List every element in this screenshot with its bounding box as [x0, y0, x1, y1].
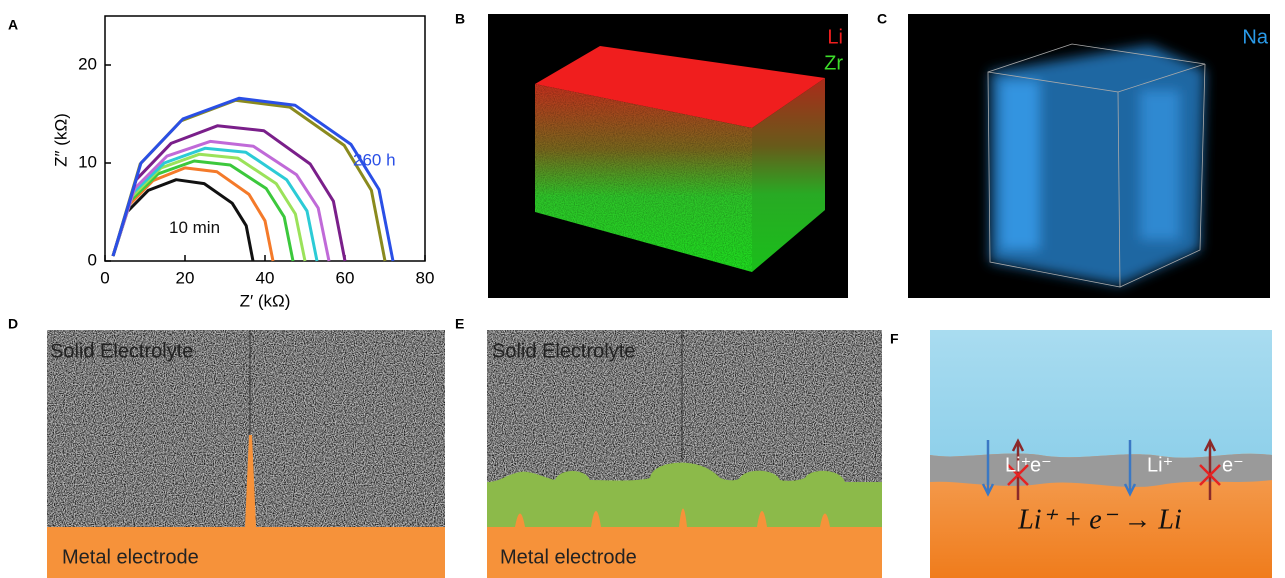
x-tick-label: 40 — [256, 268, 275, 287]
element-label: Zr — [824, 52, 843, 74]
layer-label: Metal electrode — [500, 546, 637, 568]
panel-label: C — [877, 11, 887, 27]
ion-label: e⁻ — [1030, 454, 1052, 476]
panel-label: F — [890, 331, 899, 347]
layer-label: Solid Electrolyte — [50, 340, 193, 362]
layer-label: Metal electrode — [62, 546, 199, 568]
element-label: Na — [1242, 26, 1268, 48]
panel-label: E — [455, 316, 464, 332]
ion-label: Li⁺ — [1005, 454, 1031, 476]
x-tick-label: 20 — [176, 268, 195, 287]
y-tick-label: 10 — [78, 152, 97, 171]
x-axis-label: Z′ (kΩ) — [240, 291, 291, 310]
annotation: 260 h — [353, 151, 396, 170]
panel-label: B — [455, 11, 465, 27]
ion-label: Li⁺ — [1147, 454, 1173, 476]
reaction-equation: Li⁺ + e⁻ → Li — [1017, 504, 1182, 535]
element-label: Li — [827, 26, 843, 48]
na-cloud — [990, 45, 1205, 285]
y-tick-label: 20 — [78, 54, 97, 73]
impedance-chart: Z′ (kΩ) Z″ (kΩ) 0 20 40 60 80 0 10 20 10 min 260 … — [51, 16, 434, 310]
figure: A B C D E F Z′ (kΩ) Z″ (kΩ) 0 20 40 60 80 0 10… — [0, 0, 1285, 578]
impedance-curve — [113, 148, 317, 261]
layer-label: Solid Electrolyte — [492, 340, 635, 362]
ion-label: e⁻ — [1222, 454, 1244, 476]
annotation: 10 min — [169, 218, 220, 237]
x-tick-label: 0 — [100, 268, 109, 287]
page: A B C D E F Z′ (kΩ) Z″ (kΩ) 0 20 40 60 80 0 10… — [0, 0, 1285, 578]
panel-label: A — [8, 17, 18, 33]
x-tick-label: 60 — [336, 268, 355, 287]
electrolyte — [930, 330, 1272, 458]
x-tick-label: 80 — [416, 268, 435, 287]
panel-label: D — [8, 316, 18, 332]
y-axis-label: Z″ (kΩ) — [51, 113, 70, 167]
y-tick-label: 0 — [88, 250, 97, 269]
